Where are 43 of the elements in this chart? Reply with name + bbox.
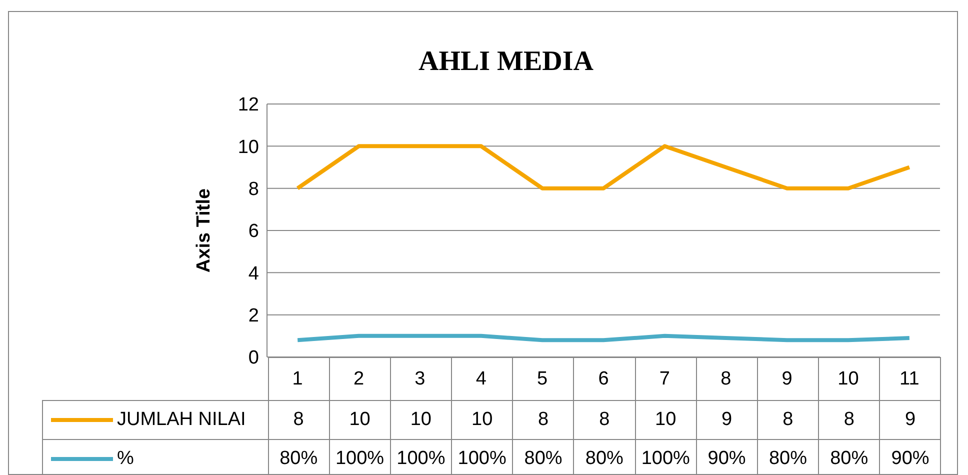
y-tick-label: 12 xyxy=(238,94,259,116)
data-label: 8 xyxy=(512,400,574,440)
data-label: 10 xyxy=(635,400,696,440)
data-label: 80% xyxy=(574,440,636,475)
y-tick-label: 2 xyxy=(248,306,259,327)
x-tick-label: 7 xyxy=(659,368,670,390)
x-tick-label: 5 xyxy=(537,368,548,390)
data-label: 100% xyxy=(390,440,452,475)
legend-label: % xyxy=(117,448,134,469)
data-label: 90% xyxy=(880,440,941,475)
data-label: 10 xyxy=(452,400,513,440)
x-tick-label: 11 xyxy=(900,368,920,390)
data-label: 80% xyxy=(818,440,880,475)
x-tick-label: 1 xyxy=(292,368,303,390)
data-label: 9 xyxy=(696,400,758,440)
data-label: 100% xyxy=(329,440,390,475)
data-label: 9 xyxy=(880,400,941,440)
x-tick-label: 10 xyxy=(838,368,859,390)
x-tick-label: 6 xyxy=(598,368,609,390)
y-tick-label: 0 xyxy=(248,348,259,369)
data-label: 80% xyxy=(757,440,819,475)
data-label: 8 xyxy=(818,400,880,440)
x-tick-label: 9 xyxy=(782,368,792,390)
x-tick-label: 8 xyxy=(720,368,732,390)
y-tick-label: 10 xyxy=(238,136,259,158)
data-label: 10 xyxy=(390,400,452,440)
y-tick-label: 4 xyxy=(248,263,260,284)
chart-title: AHLI MEDIA xyxy=(417,46,594,78)
data-label: 80% xyxy=(512,440,574,475)
data-label: 10 xyxy=(329,400,390,440)
data-label: 8 xyxy=(574,400,636,440)
legend-label: JUMLAH NILAI xyxy=(117,409,246,430)
data-label: 100% xyxy=(635,440,696,475)
y-tick-label: 8 xyxy=(248,179,259,200)
data-label: 100% xyxy=(452,440,513,475)
x-tick-label: 2 xyxy=(353,368,364,390)
y-axis-title: Axis Title xyxy=(194,188,215,273)
x-tick-label: 4 xyxy=(476,368,487,390)
data-label: 80% xyxy=(268,440,330,475)
y-tick-label: 6 xyxy=(248,221,259,242)
x-tick-label: 3 xyxy=(414,368,426,390)
data-label: 8 xyxy=(757,400,819,440)
data-label: 90% xyxy=(696,440,758,475)
